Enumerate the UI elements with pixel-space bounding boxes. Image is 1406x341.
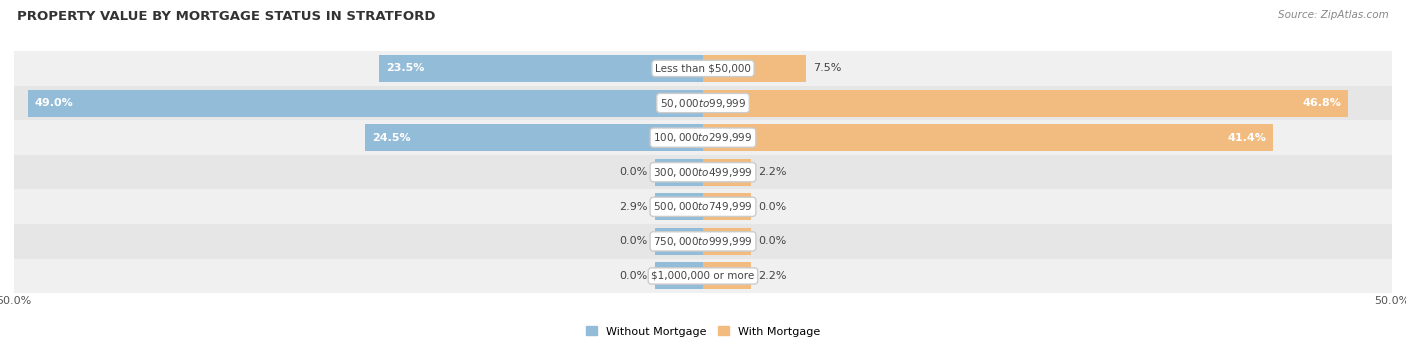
Bar (655, 193, 703, 220)
Text: 2.2%: 2.2% (758, 271, 786, 281)
Bar (14, 224, 1392, 259)
Bar (703, 55, 807, 82)
Bar (14, 155, 1392, 190)
Text: $1,000,000 or more: $1,000,000 or more (651, 271, 755, 281)
Bar (14, 190, 1392, 224)
Bar (366, 124, 703, 151)
Text: 0.0%: 0.0% (758, 202, 786, 212)
Bar (703, 159, 751, 186)
Text: 41.4%: 41.4% (1227, 133, 1267, 143)
Bar (14, 259, 1392, 293)
Text: 7.5%: 7.5% (813, 63, 842, 73)
Text: 24.5%: 24.5% (373, 133, 411, 143)
Bar (28, 90, 703, 117)
Bar (655, 263, 703, 290)
Text: 46.8%: 46.8% (1302, 98, 1341, 108)
Text: 0.0%: 0.0% (620, 167, 648, 177)
Legend: Without Mortgage, With Mortgage: Without Mortgage, With Mortgage (582, 322, 824, 341)
Bar (703, 263, 751, 290)
Bar (655, 228, 703, 255)
Text: $50,000 to $99,999: $50,000 to $99,999 (659, 97, 747, 109)
Bar (655, 159, 703, 186)
Bar (14, 51, 1392, 86)
Text: $750,000 to $999,999: $750,000 to $999,999 (654, 235, 752, 248)
Text: Less than $50,000: Less than $50,000 (655, 63, 751, 73)
Text: Source: ZipAtlas.com: Source: ZipAtlas.com (1278, 10, 1389, 20)
Text: 0.0%: 0.0% (620, 236, 648, 247)
Text: 49.0%: 49.0% (35, 98, 73, 108)
Bar (14, 120, 1392, 155)
Text: 23.5%: 23.5% (387, 63, 425, 73)
Bar (380, 55, 703, 82)
Bar (703, 228, 751, 255)
Text: PROPERTY VALUE BY MORTGAGE STATUS IN STRATFORD: PROPERTY VALUE BY MORTGAGE STATUS IN STR… (17, 10, 436, 23)
Text: 0.0%: 0.0% (758, 236, 786, 247)
Bar (703, 90, 1348, 117)
Text: 2.9%: 2.9% (620, 202, 648, 212)
Text: $300,000 to $499,999: $300,000 to $499,999 (654, 166, 752, 179)
Bar (703, 124, 1274, 151)
Text: 2.2%: 2.2% (758, 167, 786, 177)
Bar (703, 193, 751, 220)
Text: $100,000 to $299,999: $100,000 to $299,999 (654, 131, 752, 144)
Text: 0.0%: 0.0% (620, 271, 648, 281)
Bar (14, 86, 1392, 120)
Text: $500,000 to $749,999: $500,000 to $749,999 (654, 200, 752, 213)
